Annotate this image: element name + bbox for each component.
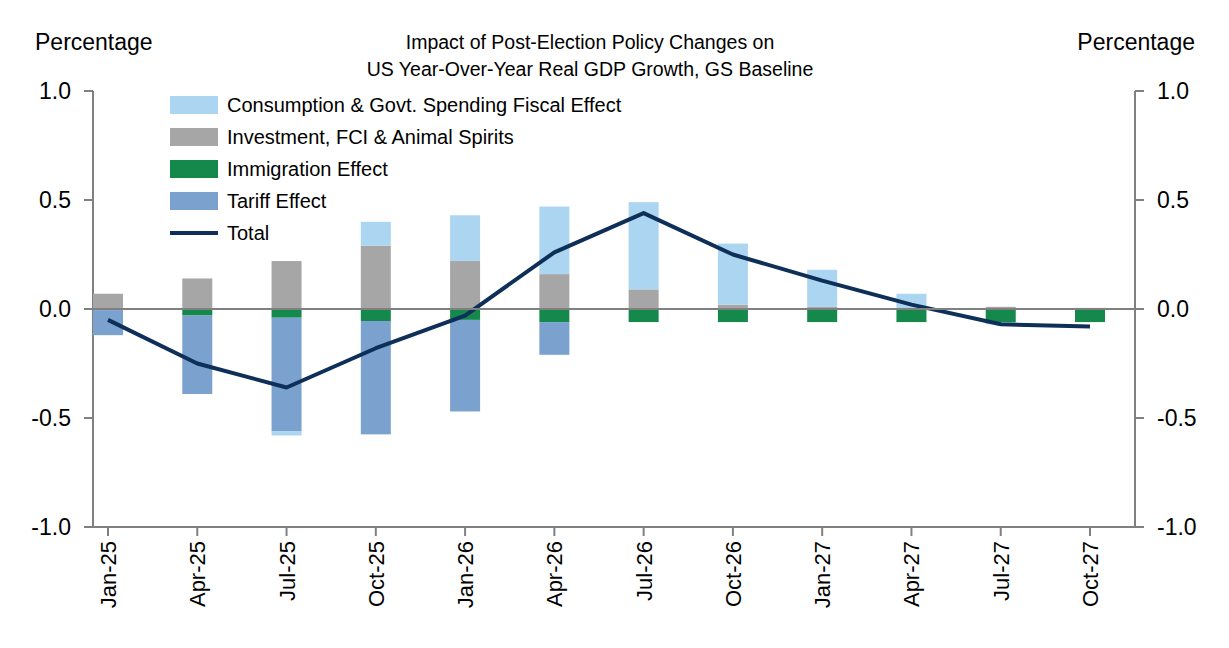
x-tick-label: Jul-25 xyxy=(275,541,300,601)
bar xyxy=(539,309,569,322)
legend: Consumption & Govt. Spending Fiscal Effe… xyxy=(170,94,622,244)
bar xyxy=(450,261,480,309)
x-tick xyxy=(553,527,555,536)
background xyxy=(0,0,1229,648)
y-tick-label: 1.0 xyxy=(39,78,71,104)
x-tick xyxy=(196,527,198,536)
x-tick-label: Oct-26 xyxy=(721,541,746,607)
bar xyxy=(629,289,659,309)
y2-tick-label: 0.5 xyxy=(1157,187,1189,213)
legend-label: Consumption & Govt. Spending Fiscal Effe… xyxy=(227,94,622,116)
y-tick-label: -1.0 xyxy=(31,514,71,540)
zero-line xyxy=(93,308,1135,310)
y-tick xyxy=(84,417,93,419)
y-tick xyxy=(84,199,93,201)
x-tick xyxy=(732,527,734,536)
y2-tick xyxy=(1135,308,1144,310)
x-tick xyxy=(1089,527,1091,536)
x-tick xyxy=(286,527,288,536)
legend-label: Immigration Effect xyxy=(227,158,388,180)
x-tick-label: Apr-25 xyxy=(185,541,210,607)
x-tick-label: Jul-27 xyxy=(989,541,1014,601)
bar xyxy=(272,318,302,431)
y2-tick-label: 0.0 xyxy=(1157,296,1189,322)
legend-swatch xyxy=(170,96,218,114)
y2-axis-label: Percentage xyxy=(1077,29,1195,55)
x-tick xyxy=(910,527,912,536)
bar xyxy=(718,309,748,322)
x-tick-label: Jul-26 xyxy=(632,541,657,601)
bar xyxy=(272,261,302,309)
y-tick-label: -0.5 xyxy=(31,405,71,431)
legend-label: Investment, FCI & Animal Spirits xyxy=(227,126,514,148)
x-tick-label: Oct-27 xyxy=(1078,541,1103,607)
legend-swatch xyxy=(170,160,218,178)
x-tick xyxy=(643,527,645,536)
chart: Impact of Post-Election Policy Changes o… xyxy=(0,0,1229,648)
bar xyxy=(539,274,569,309)
bar xyxy=(272,309,302,318)
y-tick-label: 0.0 xyxy=(39,296,71,322)
y2-tick xyxy=(1135,417,1144,419)
x-tick xyxy=(821,527,823,536)
x-tick-label: Jan-25 xyxy=(96,541,121,608)
bar xyxy=(986,306,1016,307)
y2-tick xyxy=(1135,526,1144,528)
bar xyxy=(450,320,480,412)
x-tick xyxy=(464,527,466,536)
bar xyxy=(361,222,391,246)
bar xyxy=(272,431,302,435)
x-tick-label: Jan-26 xyxy=(453,541,478,608)
x-tick-label: Apr-27 xyxy=(899,541,924,607)
bar xyxy=(182,278,212,309)
total-line xyxy=(108,213,1090,387)
bar xyxy=(539,322,569,355)
y-tick-label: 0.5 xyxy=(39,187,71,213)
legend-swatch xyxy=(170,231,218,235)
y2-tick xyxy=(1135,90,1144,92)
y2-tick-label: 1.0 xyxy=(1157,78,1189,104)
bar xyxy=(450,215,480,261)
y-tick xyxy=(84,308,93,310)
y2-tick xyxy=(1135,199,1144,201)
bar xyxy=(1075,309,1105,322)
legend-swatch xyxy=(170,128,218,146)
bar xyxy=(93,310,123,335)
legend-label: Total xyxy=(227,222,269,244)
x-axis xyxy=(93,526,1135,528)
bar xyxy=(361,246,391,309)
bar xyxy=(539,207,569,275)
x-tick-label: Apr-26 xyxy=(542,541,567,607)
bar xyxy=(807,270,837,307)
x-tick-label: Jan-27 xyxy=(810,541,835,608)
legend-swatch xyxy=(170,192,218,210)
x-tick-label: Oct-25 xyxy=(364,541,389,607)
y2-tick-label: -1.0 xyxy=(1157,514,1197,540)
bar xyxy=(361,321,391,434)
y-tick xyxy=(84,526,93,528)
bar xyxy=(93,293,123,294)
plot-area xyxy=(93,202,1105,435)
x-tick xyxy=(1000,527,1002,536)
x-tick xyxy=(107,527,109,536)
legend-label: Tariff Effect xyxy=(227,190,327,212)
bar xyxy=(182,278,212,279)
bar xyxy=(896,309,926,322)
y2-tick-label: -0.5 xyxy=(1157,405,1197,431)
x-tick xyxy=(375,527,377,536)
bar xyxy=(629,309,659,322)
title: Impact of Post-Election Policy Changes o… xyxy=(367,31,814,80)
bar xyxy=(93,294,123,309)
bar xyxy=(361,309,391,321)
y-tick xyxy=(84,90,93,92)
bar xyxy=(807,309,837,322)
bar xyxy=(182,316,212,394)
y-axis-label: Percentage xyxy=(35,29,153,55)
